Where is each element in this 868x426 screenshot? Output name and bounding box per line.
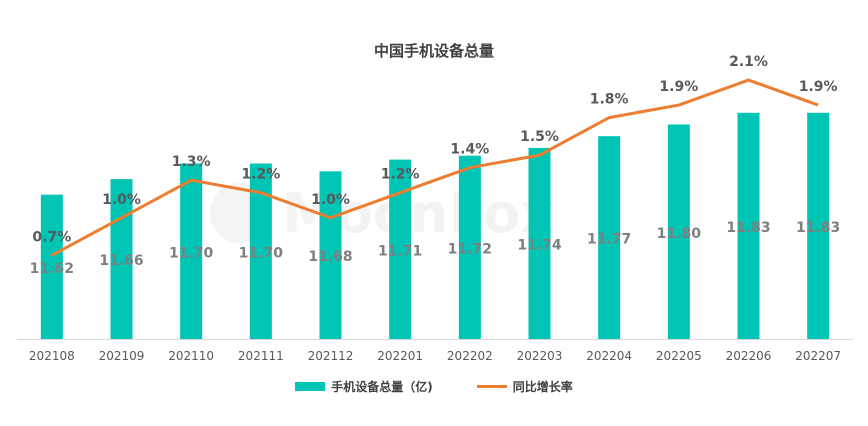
- bar-202205[interactable]: [667, 124, 690, 340]
- x-tick-label-202203: 202203: [517, 349, 563, 363]
- bar-202111[interactable]: [249, 163, 272, 340]
- bar-202108[interactable]: [40, 194, 63, 339]
- bar-label-202202: 11.72: [448, 241, 492, 257]
- bar-label-202206: 11.83: [726, 220, 770, 236]
- growth-label-202201: 1.2%: [381, 167, 420, 183]
- growth-label-202202: 1.4%: [450, 142, 489, 158]
- bar-202207[interactable]: [807, 112, 830, 339]
- x-tick-label-202112: 202112: [308, 349, 354, 363]
- bar-202202[interactable]: [458, 155, 481, 339]
- x-tick-label-202108: 202108: [29, 349, 75, 363]
- bar-label-202108: 11.62: [30, 261, 74, 277]
- legend-item-bar[interactable]: 手机设备总量（亿): [295, 378, 433, 395]
- growth-label-202108: 0.7%: [32, 229, 71, 245]
- x-tick-label-202204: 202204: [586, 349, 632, 363]
- bar-label-202111: 11.70: [239, 245, 284, 261]
- growth-label-202111: 1.2%: [241, 167, 280, 183]
- x-tick-label-202109: 202109: [99, 349, 145, 363]
- growth-label-202203: 1.5%: [520, 129, 559, 145]
- x-tick-label-202207: 202207: [795, 349, 841, 363]
- x-tick-label-202202: 202202: [447, 349, 493, 363]
- bar-label-202109: 11.66: [99, 253, 143, 269]
- x-tick-label-202206: 202206: [726, 349, 772, 363]
- bar-202110[interactable]: [180, 163, 203, 340]
- legend-line-label: 同比增长率: [512, 380, 573, 394]
- bar-label-202204: 11.77: [587, 232, 631, 248]
- legend: 手机设备总量（亿) 同比增长率: [0, 378, 868, 395]
- x-tick-label-202205: 202205: [656, 349, 702, 363]
- legend-bar-label: 手机设备总量（亿): [331, 380, 433, 394]
- legend-line-swatch: [476, 385, 507, 388]
- bar-202203[interactable]: [528, 147, 551, 339]
- bar-label-202203: 11.74: [517, 237, 562, 253]
- bar-202206[interactable]: [737, 112, 760, 339]
- growth-label-202109: 1.0%: [102, 192, 141, 208]
- bar-label-202112: 11.68: [308, 249, 352, 265]
- growth-label-202204: 1.8%: [590, 92, 629, 108]
- bar-202204[interactable]: [598, 136, 621, 339]
- line-group: 0.7% 1.0% 1.3% 1.2% 1.0% 1.2% 1.4% 1.5% 1.8% 1.9%…: [30, 54, 841, 277]
- bars-group: [40, 112, 830, 340]
- x-tick-label-202201: 202201: [377, 349, 423, 363]
- x-axis: 202108 202109 202110 202111 202112 202201 2022…: [17, 339, 853, 363]
- growth-label-202205: 1.9%: [659, 79, 698, 95]
- bar-202112[interactable]: [319, 171, 342, 339]
- x-tick-label-202110: 202110: [168, 349, 214, 363]
- chart-title: 中国手机设备总量: [373, 42, 494, 60]
- growth-label-202112: 1.0%: [311, 192, 350, 208]
- growth-label-202206: 2.1%: [729, 54, 768, 70]
- bar-label-202207: 11.83: [796, 220, 840, 236]
- bar-label-202201: 11.71: [378, 243, 422, 259]
- legend-item-line[interactable]: 同比增长率: [476, 378, 573, 395]
- x-tick-label-202111: 202111: [238, 349, 284, 363]
- growth-label-202207: 1.9%: [799, 79, 838, 95]
- growth-label-202110: 1.3%: [172, 154, 211, 170]
- bar-label-202205: 11.80: [657, 226, 702, 242]
- bar-label-202110: 11.70: [169, 245, 214, 261]
- bar-202201[interactable]: [389, 159, 412, 339]
- growth-line: [51, 78, 819, 257]
- legend-bar-swatch: [295, 382, 326, 391]
